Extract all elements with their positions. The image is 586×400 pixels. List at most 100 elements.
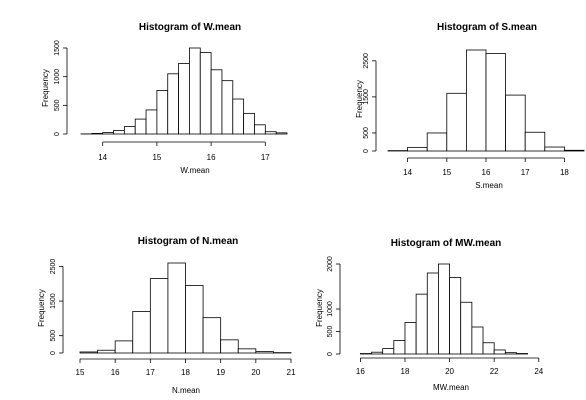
histogram-bar: [254, 124, 266, 135]
histogram-bar: [465, 49, 487, 152]
histogram-bar: [544, 146, 565, 152]
histogram-bar: [97, 349, 116, 354]
histogram-bar: [482, 342, 495, 355]
histogram-bar: [243, 112, 255, 135]
y-axis-label: Frequency: [315, 289, 324, 327]
y-tick-label: 0: [50, 351, 57, 355]
x-tick-label: 19: [216, 368, 225, 377]
histogram-bar: [382, 348, 395, 355]
x-tick-label: 15: [76, 368, 85, 377]
histogram-bar: [471, 326, 484, 355]
x-tick-label: 17: [521, 168, 530, 177]
y-tick-label: 500: [50, 330, 57, 342]
chart-title: Histogram of N.mean: [138, 236, 239, 247]
histogram-bar: [145, 109, 158, 135]
x-tick-label: 17: [261, 153, 270, 162]
histogram-bar: [485, 53, 507, 152]
histogram-bar: [393, 340, 406, 355]
x-tick-label: 18: [181, 368, 190, 377]
x-tick-label: 18: [560, 168, 569, 177]
x-tick-label: 16: [356, 367, 365, 376]
histogram-bar: [220, 339, 239, 354]
y-tick-label: 2500: [50, 259, 57, 275]
y-tick-label: 1500: [363, 89, 370, 105]
histogram-bar: [404, 322, 417, 355]
y-tick-label: 1000: [54, 69, 61, 85]
x-tick-label: 15: [442, 168, 451, 177]
x-axis-label: MW.mean: [433, 383, 469, 392]
histogram-bar: [426, 132, 448, 152]
histogram-bar: [255, 351, 274, 354]
histogram-panel-3: Histogram of N.mean 15 16 17 18 19 20 21 0 500 150…: [37, 236, 296, 395]
x-axis-label: N.mean: [172, 386, 200, 395]
histogram-bar: [167, 262, 186, 354]
x-axis-label: W.mean: [180, 166, 209, 175]
y-tick-label: 2000: [327, 256, 334, 272]
y-tick-label: 1500: [54, 40, 61, 56]
histogram-bar: [232, 98, 245, 135]
x-tick-label: 16: [111, 368, 120, 377]
histogram-bar: [426, 272, 439, 355]
y-tick-label: 0: [363, 149, 370, 153]
x-tick-label: 16: [482, 168, 491, 177]
histogram-bar: [371, 351, 384, 355]
x-tick-label: 20: [445, 367, 454, 376]
chart-title: Histogram of MW.mean: [391, 238, 502, 249]
histogram-bar: [156, 90, 169, 135]
histogram-bar: [132, 311, 151, 354]
y-tick-label: 500: [54, 99, 61, 111]
histogram-bar: [493, 349, 506, 355]
histogram-bar: [167, 73, 179, 135]
histogram-bar: [524, 131, 546, 152]
histogram-bar: [199, 52, 212, 135]
y-axis-label: Frequency: [37, 289, 46, 327]
histogram-bar: [221, 80, 234, 135]
x-axis-label: S.mean: [475, 181, 503, 190]
x-tick-label: 14: [403, 168, 412, 177]
y-tick-label: 0: [327, 352, 334, 356]
x-tick-label: 14: [98, 153, 107, 162]
y-tick-label: 1000: [327, 301, 334, 317]
histogram-panel-1: Histogram of W.mean 14 15 16 17 0 500 1000 1500 W…: [41, 22, 288, 175]
histogram-bar: [91, 133, 104, 135]
histogram-bar: [134, 118, 147, 135]
histogram-bar: [407, 146, 428, 152]
chart-title: Histogram of W.mean: [139, 22, 241, 33]
histogram-bar: [178, 63, 190, 135]
histogram-bar: [185, 285, 204, 354]
chart-title: Histogram of S.mean: [437, 22, 537, 33]
histogram-bar: [504, 352, 517, 355]
histogram-bar: [149, 278, 169, 354]
histogram-bar: [189, 47, 201, 135]
histogram-bar: [275, 132, 288, 135]
histogram-bar: [264, 131, 277, 135]
y-tick-label: 500: [327, 326, 334, 338]
y-tick-label: 1500: [50, 293, 57, 309]
histogram-bar: [102, 132, 114, 135]
histogram-bar: [113, 130, 125, 135]
histogram-bar: [505, 94, 526, 152]
x-tick-label: 22: [490, 367, 499, 376]
x-tick-label: 20: [251, 368, 260, 377]
histogram-bar: [449, 277, 462, 355]
histogram-bar: [114, 340, 134, 354]
histogram-bar: [210, 69, 223, 135]
x-tick-label: 24: [534, 367, 543, 376]
histogram-panel-2: Histogram of S.mean 14 15 16 17 18 0 500 1500 250…: [355, 22, 585, 190]
x-tick-label: 16: [207, 153, 216, 162]
histogram-bar: [438, 263, 450, 355]
histogram-panel-4: Histogram of MW.mean 16 18 20 22 24 0 500 1000 20…: [315, 238, 544, 392]
histogram-bar: [237, 348, 257, 354]
histogram-bar: [79, 351, 98, 354]
x-tick-label: 18: [401, 367, 410, 376]
histogram-bar: [415, 293, 428, 355]
x-tick-label: 21: [287, 368, 296, 377]
histogram-bar: [202, 317, 222, 354]
histogram-bar: [123, 126, 136, 135]
y-axis-label: Frequency: [41, 69, 50, 107]
y-tick-label: 0: [54, 132, 61, 136]
y-tick-label: 2500: [363, 53, 370, 69]
histogram-bar: [460, 301, 473, 355]
histogram-bar: [446, 92, 467, 152]
